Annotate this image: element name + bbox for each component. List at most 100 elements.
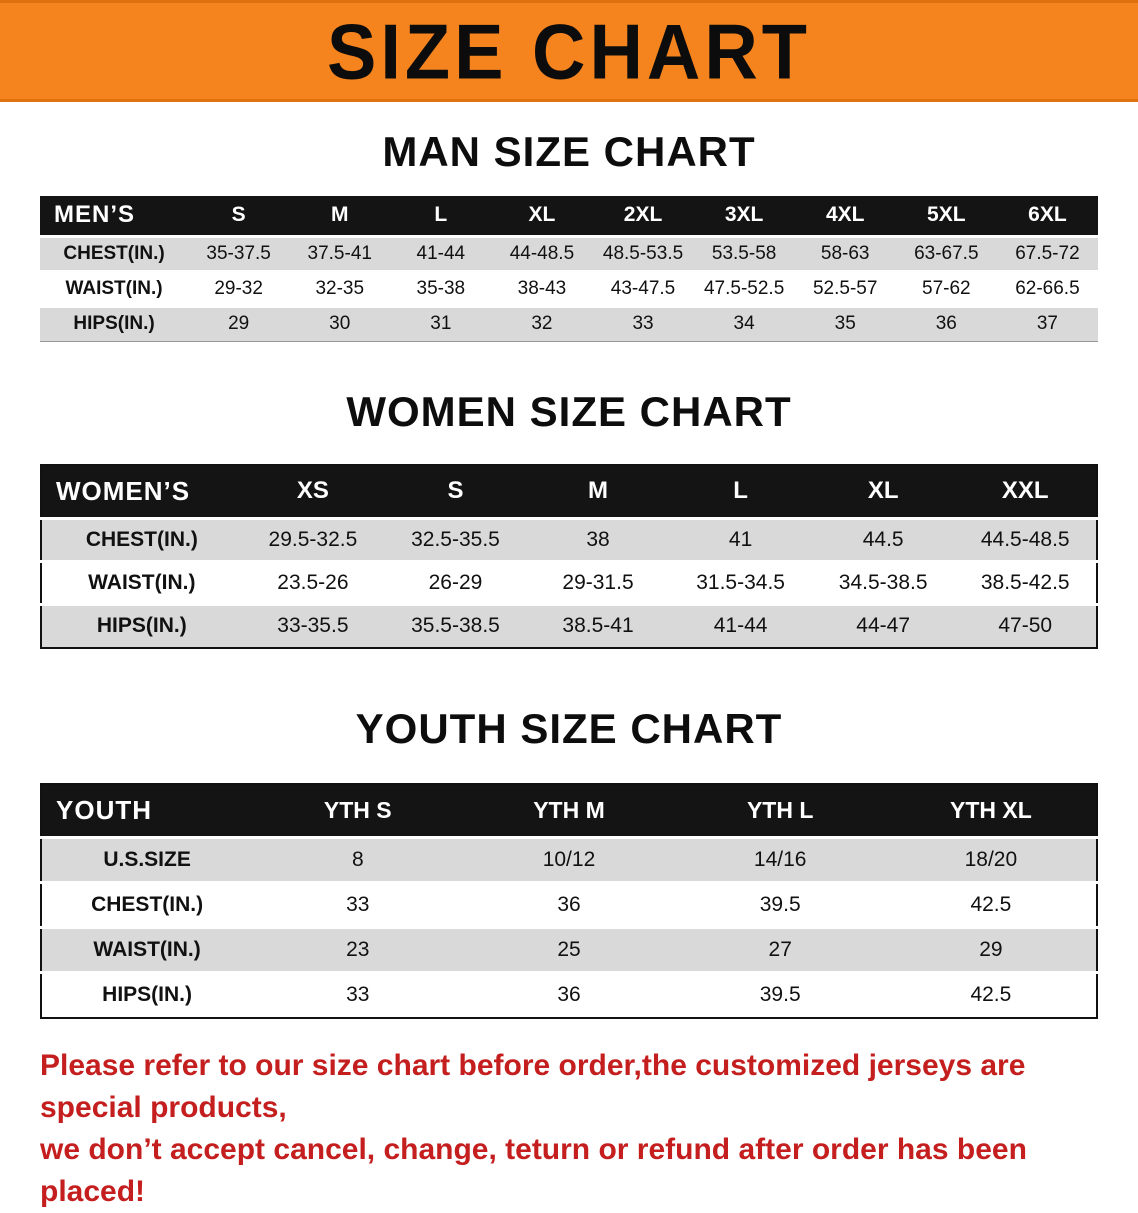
table-row: WAIST(IN.) 23 25 27 29 [41, 927, 1097, 973]
table-body: CHEST(IN.) 35-37.5 37.5-41 41-44 44-48.5 48.5… [40, 236, 1098, 341]
table-cell: 32.5-35.5 [411, 528, 500, 551]
size-chart-section: WOMEN SIZE CHART WOMEN’S XS S M L XL XXL CHEST… [40, 388, 1098, 649]
table-cell: 38-43 [517, 277, 567, 299]
section-title: MAN SIZE CHART [382, 128, 756, 175]
table-cell: 44-48.5 [509, 242, 575, 264]
table-row: WAIST(IN.) 23.5-26 26-29 29-31.5 31.5-34.5 34… [41, 561, 1097, 605]
table-cell: 38.5-41 [562, 614, 634, 638]
column-header: XL [811, 464, 955, 519]
table-cell: 48.5-53.5 [602, 242, 684, 264]
footer-notice: Please refer to our size chart before or… [40, 1045, 1098, 1213]
column-header: L [669, 464, 812, 519]
column-header: S [188, 196, 290, 236]
column-header: 6XL [996, 196, 1098, 236]
column-header: XXL [954, 464, 1097, 519]
table-cell: 36 [935, 313, 957, 334]
table-cell: 41 [728, 528, 753, 551]
table-cell: 44.5-48.5 [980, 528, 1070, 551]
table-cell: 58-63 [820, 242, 870, 264]
size-table: MEN’S S M L XL 2XL 3XL 4XL 5XL 6XL CHEST(IN.) 35-3… [40, 196, 1098, 342]
column-header: YTH L [674, 783, 886, 838]
column-header: XS [241, 464, 385, 519]
table-cell: 31.5-34.5 [696, 571, 785, 594]
section-title: WOMEN SIZE CHART [346, 387, 792, 435]
column-header: YTH S [252, 783, 464, 838]
corner-label: MEN’S [40, 196, 189, 236]
table-cell: 67.5-72 [1015, 242, 1080, 264]
row-label: WAIST(IN.) [65, 277, 163, 299]
table-cell: 52.5-57 [812, 277, 878, 299]
row-label: HIPS(IN.) [102, 983, 193, 1007]
table-cell: 36 [557, 893, 581, 916]
table-cell: 47.5-52.5 [703, 277, 785, 299]
table-cell: 44.5 [862, 528, 904, 551]
table-cell: 37.5-41 [307, 242, 372, 264]
table-body: CHEST(IN.) 29.5-32.5 32.5-35.5 38 41 44.5 44.5… [41, 518, 1097, 648]
table-cell: 39.5 [759, 893, 801, 916]
column-header: L [390, 196, 492, 236]
column-header: 5XL [895, 196, 997, 236]
column-header: 2XL [592, 196, 694, 236]
row-label: WAIST(IN.) [88, 571, 196, 594]
column-header: 4XL [794, 196, 896, 236]
table-cell: 23 [346, 938, 370, 961]
sections: MAN SIZE CHART MEN’S S M L XL 2XL 3XL 4XL 5XL 6XL… [0, 128, 1138, 1019]
table-cell: 41-44 [713, 614, 768, 638]
table-cell: 34 [733, 313, 755, 334]
table-cell: 39.5 [759, 983, 801, 1007]
size-chart-section: YOUTH SIZE CHART YOUTH YTH S YTH M YTH L YTH… [40, 705, 1098, 1019]
table-cell: 8 [351, 848, 364, 871]
table-cell: 37 [1036, 313, 1058, 334]
table-row: HIPS(IN.) 33-35.5 35.5-38.5 38.5-41 41-44 44-… [41, 604, 1097, 648]
row-label: HIPS(IN.) [73, 313, 155, 334]
table-row: CHEST(IN.) 29.5-32.5 32.5-35.5 38 41 44.5 44.5… [41, 518, 1097, 562]
corner-label: WOMEN’S [41, 464, 242, 519]
table-cell: 26-29 [428, 571, 483, 594]
size-table: YOUTH YTH S YTH M YTH L YTH XL U.S.SIZE 8 10/1… [40, 782, 1098, 1019]
table-row: HIPS(IN.) 33 36 39.5 42.5 [41, 972, 1097, 1018]
table-row: HIPS(IN.) 29 30 31 32 33 34 35 36 37 [40, 306, 1098, 341]
table-cell: 57-62 [922, 277, 971, 299]
table-cell: 35-37.5 [206, 242, 271, 264]
table-cell: 63-67.5 [914, 242, 979, 264]
table-cell: 31 [430, 313, 452, 334]
header-row: MEN’S S M L XL 2XL 3XL 4XL 5XL 6XL [40, 196, 1098, 236]
column-header: XL [491, 196, 593, 236]
table-cell: 23.5-26 [277, 571, 349, 594]
table-cell: 33 [346, 893, 370, 916]
column-header: 3XL [693, 196, 795, 236]
table-cell: 30 [329, 313, 351, 334]
table-cell: 44-47 [856, 614, 911, 638]
table-row: WAIST(IN.) 29-32 32-35 35-38 38-43 43-47.5 47.… [40, 271, 1098, 306]
table-cell: 35 [834, 313, 856, 334]
table-cell: 29 [979, 938, 1003, 961]
row-label: CHEST(IN.) [63, 242, 165, 264]
column-header: M [526, 464, 670, 519]
table-cell: 25 [557, 938, 581, 961]
footer-line-1: Please refer to our size chart before or… [40, 1048, 1026, 1124]
column-header: M [289, 196, 391, 236]
column-header: S [384, 464, 527, 519]
table-cell: 62-66.5 [1015, 277, 1080, 299]
table-cell: 42.5 [970, 893, 1012, 916]
row-label: HIPS(IN.) [96, 614, 187, 638]
table-cell: 29.5-32.5 [268, 528, 358, 551]
row-label: WAIST(IN.) [93, 938, 201, 961]
column-header: YTH XL [885, 783, 1097, 838]
table-row: CHEST(IN.) 33 36 39.5 42.5 [41, 882, 1097, 928]
table-cell: 33 [346, 983, 370, 1007]
table-cell: 27 [768, 938, 792, 961]
table-cell: 36 [557, 983, 581, 1007]
table-cell: 32-35 [315, 277, 365, 299]
table-cell: 34.5-38.5 [838, 571, 928, 594]
table-cell: 18/20 [964, 848, 1018, 871]
banner-title: SIZE CHART [327, 7, 811, 95]
table-cell: 14/16 [753, 848, 807, 871]
header-row: YOUTH YTH S YTH M YTH L YTH XL [41, 783, 1097, 838]
section-title: YOUTH SIZE CHART [355, 704, 783, 752]
table-cell: 35.5-38.5 [411, 614, 500, 638]
table-cell: 35-38 [416, 277, 466, 299]
table-cell: 33-35.5 [277, 614, 349, 638]
table-cell: 29 [228, 313, 250, 334]
